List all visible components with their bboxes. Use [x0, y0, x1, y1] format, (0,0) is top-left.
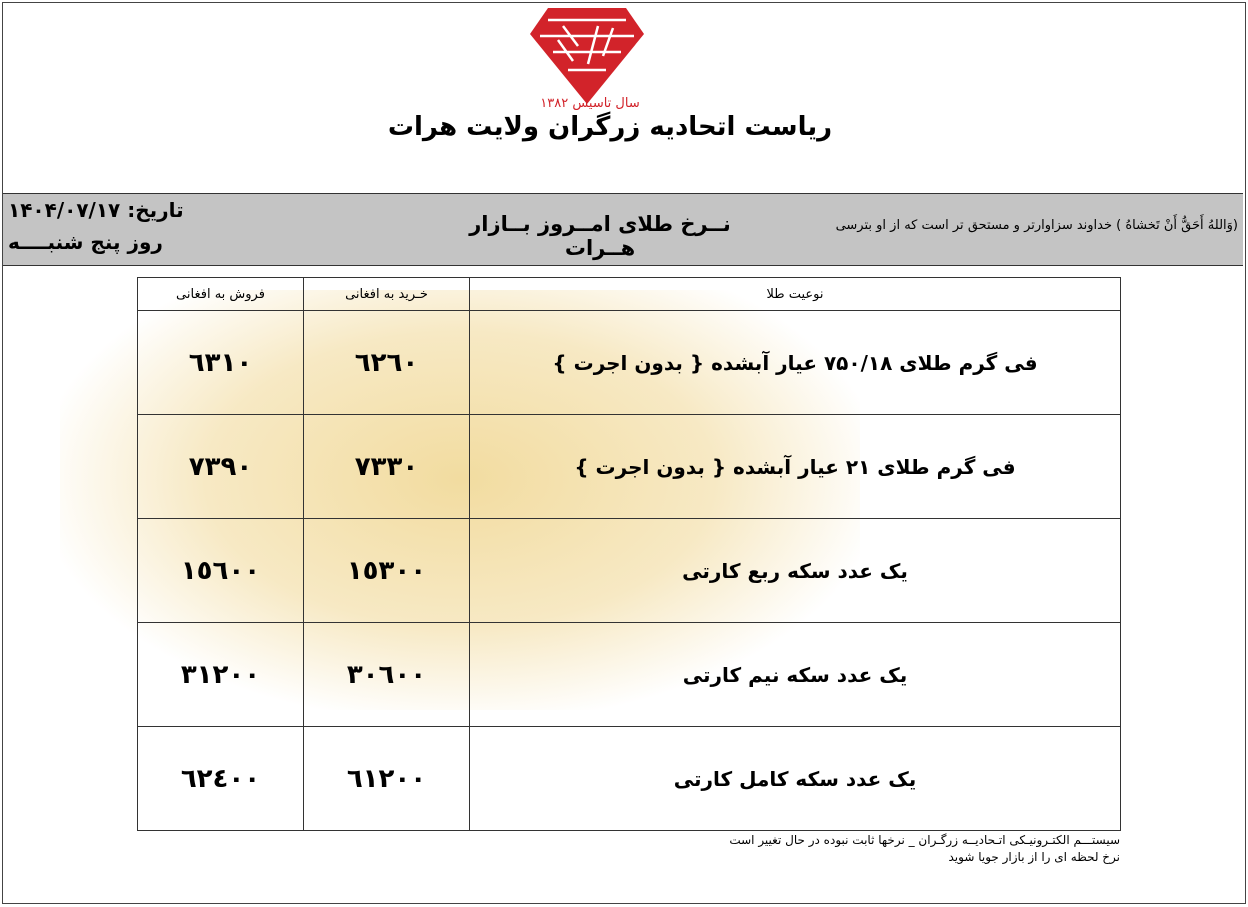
buy-price: ٦١٢٠٠	[303, 726, 470, 831]
buy-price: ٣٠٦٠٠	[303, 622, 470, 727]
footer-note: سیستـــم الکتـرونیـکی اتـحادیــه زرگـران…	[729, 832, 1120, 866]
date: تاریخ: ۱۴۰۴/۰۷/۱۷	[8, 198, 184, 222]
diamond-logo-icon	[530, 8, 644, 104]
sell-price: ٧٣٩٠	[137, 414, 304, 519]
gold-type: یک عدد سکه نیم کارتی	[469, 622, 1121, 727]
table-row: ٣١٢٠٠ ٣٠٦٠٠ یک عدد سکه نیم کارتی	[137, 622, 1121, 727]
sell-price: ٦٢٤٠٠	[137, 726, 304, 831]
table-row: ١٥٦٠٠ ١٥٣٠٠ یک عدد سکه ربع کارتی	[137, 518, 1121, 623]
footer-line-2: نرخ لحظه ای را از بازار جویا شوید	[948, 850, 1121, 864]
page-title: نــرخ طلای امــروز بــازار هــرات	[469, 212, 731, 260]
info-bar	[3, 193, 1243, 266]
buy-price: ٦٢٦٠	[303, 310, 470, 415]
sell-price: ٦٣١٠	[137, 310, 304, 415]
weekday: روز پنج شنبــــه	[8, 230, 163, 254]
organization-name: ریاست اتحادیه زرگران ولایت هرات	[387, 112, 833, 142]
sell-price: ١٥٦٠٠	[137, 518, 304, 623]
established-year: سال تاسیس ۱۳۸۲	[540, 96, 640, 111]
verse: (وَاللهُ أَحَقُّ أَنْ تَخشاهُ ) خداوند س…	[835, 218, 1238, 233]
gold-type: یک عدد سکه ربع کارتی	[469, 518, 1121, 623]
table-row: ٧٣٩٠ ٧٣٣٠ فی گرم طلای ۲۱ عیار آبشده { بدون…	[137, 414, 1121, 519]
col-sell: فروش به افغانی	[137, 277, 304, 311]
footer-line-1: سیستـــم الکتـرونیـکی اتـحادیــه زرگـران…	[729, 833, 1120, 847]
sell-price: ٣١٢٠٠	[137, 622, 304, 727]
table-header: فروش به افغانی خـرید به افغانی نوعیت طلا	[137, 277, 1121, 311]
gold-type: یک عدد سکه کامل کارتی	[469, 726, 1121, 831]
gold-type: فی گرم طلای ۷۵۰/۱۸ عیار آبشده { بدون اجر…	[469, 310, 1121, 415]
table-row: ٦٢٤٠٠ ٦١٢٠٠ یک عدد سکه کامل کارتی	[137, 726, 1121, 831]
table-row: ٦٣١٠ ٦٢٦٠ فی گرم طلای ۷۵۰/۱۸ عیار آبشده { …	[137, 310, 1121, 415]
gold-type: فی گرم طلای ۲۱ عیار آبشده { بدون اجرت }	[469, 414, 1121, 519]
buy-price: ٧٣٣٠	[303, 414, 470, 519]
col-buy: خـرید به افغانی	[303, 277, 470, 311]
col-type: نوعیت طلا	[469, 277, 1121, 311]
price-table: فروش به افغانی خـرید به افغانی نوعیت طلا…	[137, 277, 1121, 831]
buy-price: ١٥٣٠٠	[303, 518, 470, 623]
